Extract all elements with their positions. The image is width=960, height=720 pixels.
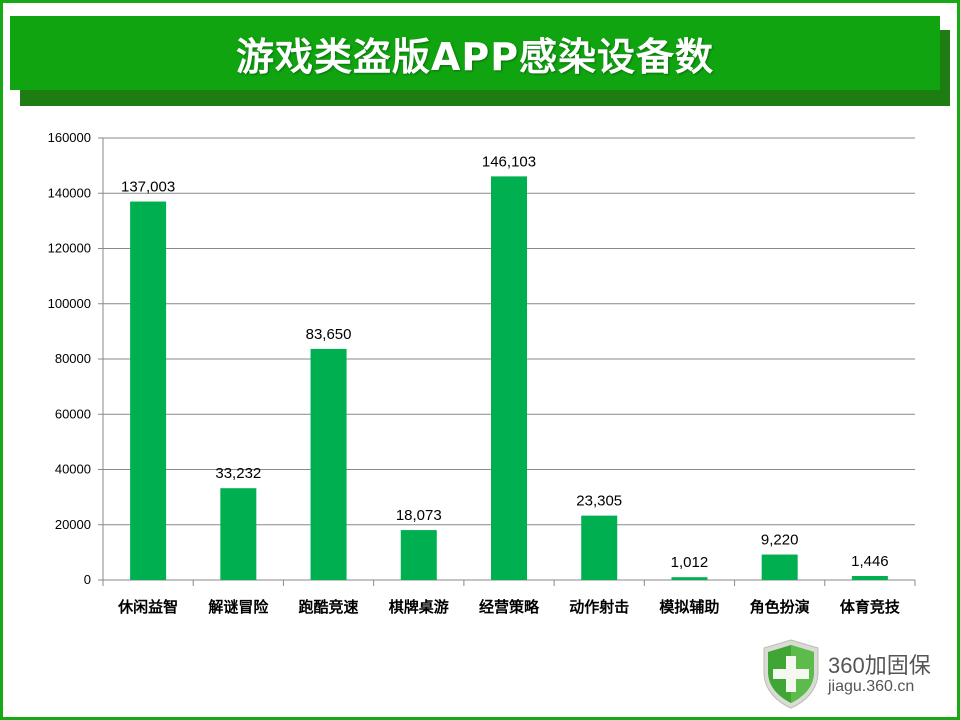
data-label: 9,220 bbox=[761, 532, 799, 549]
data-label: 33,232 bbox=[215, 465, 261, 482]
bar bbox=[400, 530, 437, 580]
brand-url: jiagu.360.cn bbox=[828, 678, 915, 695]
data-label: 1,012 bbox=[671, 554, 709, 571]
y-tick-label: 160000 bbox=[48, 130, 91, 145]
y-tick-label: 40000 bbox=[55, 462, 91, 477]
x-tick-label: 棋牌桌游 bbox=[389, 598, 449, 616]
y-tick-label: 140000 bbox=[48, 185, 91, 200]
data-label: 83,650 bbox=[306, 326, 352, 343]
data-label: 18,073 bbox=[396, 507, 442, 524]
data-label: 146,103 bbox=[482, 153, 536, 170]
bar bbox=[310, 348, 347, 580]
chart-title: 游戏类盗版APP感染设备数 bbox=[235, 34, 715, 79]
data-label: 137,003 bbox=[121, 179, 175, 196]
x-tick-label: 经营策略 bbox=[479, 598, 540, 616]
x-tick-label: 休闲益智 bbox=[117, 598, 178, 616]
y-tick-label: 120000 bbox=[48, 241, 91, 256]
x-tick-label: 动作射击 bbox=[569, 598, 629, 616]
x-tick-label: 跑酷竞速 bbox=[299, 598, 359, 616]
data-label: 23,305 bbox=[576, 493, 622, 510]
bar bbox=[220, 488, 257, 580]
title-banner: 游戏类盗版APP感染设备数 bbox=[10, 16, 940, 90]
brand-name: 360加固保 bbox=[828, 653, 931, 678]
x-tick-label: 角色扮演 bbox=[750, 598, 810, 616]
labels: 0 20000 40000 60000 80000 100000 120000 140000 1… bbox=[48, 130, 901, 616]
bars bbox=[130, 176, 888, 581]
bar bbox=[581, 515, 618, 580]
shield-plus-icon bbox=[763, 639, 819, 709]
bar bbox=[761, 554, 798, 580]
brand-logo: 360加固保 jiagu.360.cn bbox=[760, 638, 950, 710]
y-tick-label: 80000 bbox=[55, 351, 91, 366]
y-tick-label: 0 bbox=[84, 572, 91, 587]
bar bbox=[491, 176, 527, 581]
bar bbox=[671, 577, 708, 580]
y-tick-label: 100000 bbox=[48, 296, 91, 311]
bar bbox=[130, 201, 167, 580]
y-tick-label: 20000 bbox=[55, 517, 91, 532]
x-tick-label: 解谜冒险 bbox=[208, 598, 269, 616]
x-tick-label: 模拟辅助 bbox=[659, 598, 719, 616]
bar bbox=[851, 576, 888, 580]
data-label: 1,446 bbox=[851, 553, 889, 570]
x-tick-label: 体育竞技 bbox=[840, 598, 901, 616]
y-tick-label: 60000 bbox=[55, 406, 91, 421]
